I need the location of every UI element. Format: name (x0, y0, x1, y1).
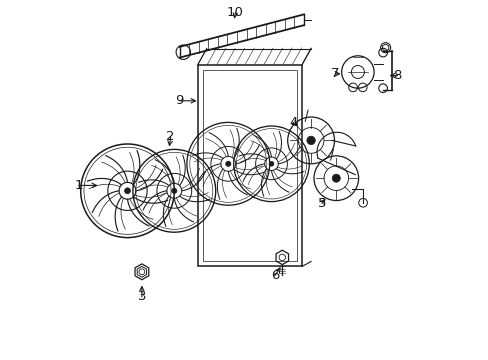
Text: 7: 7 (331, 67, 339, 80)
Text: 2: 2 (166, 130, 175, 143)
Text: 3: 3 (137, 291, 146, 303)
Circle shape (171, 188, 177, 193)
Text: 8: 8 (392, 69, 401, 82)
Text: 4: 4 (288, 116, 297, 129)
Text: 6: 6 (270, 269, 279, 282)
Text: 5: 5 (317, 197, 325, 210)
Text: 10: 10 (226, 6, 244, 19)
Circle shape (332, 174, 340, 182)
Circle shape (306, 136, 315, 145)
Circle shape (268, 161, 273, 166)
Text: 1: 1 (75, 179, 83, 192)
Circle shape (225, 161, 230, 166)
Circle shape (124, 188, 130, 194)
Text: 9: 9 (175, 94, 183, 107)
